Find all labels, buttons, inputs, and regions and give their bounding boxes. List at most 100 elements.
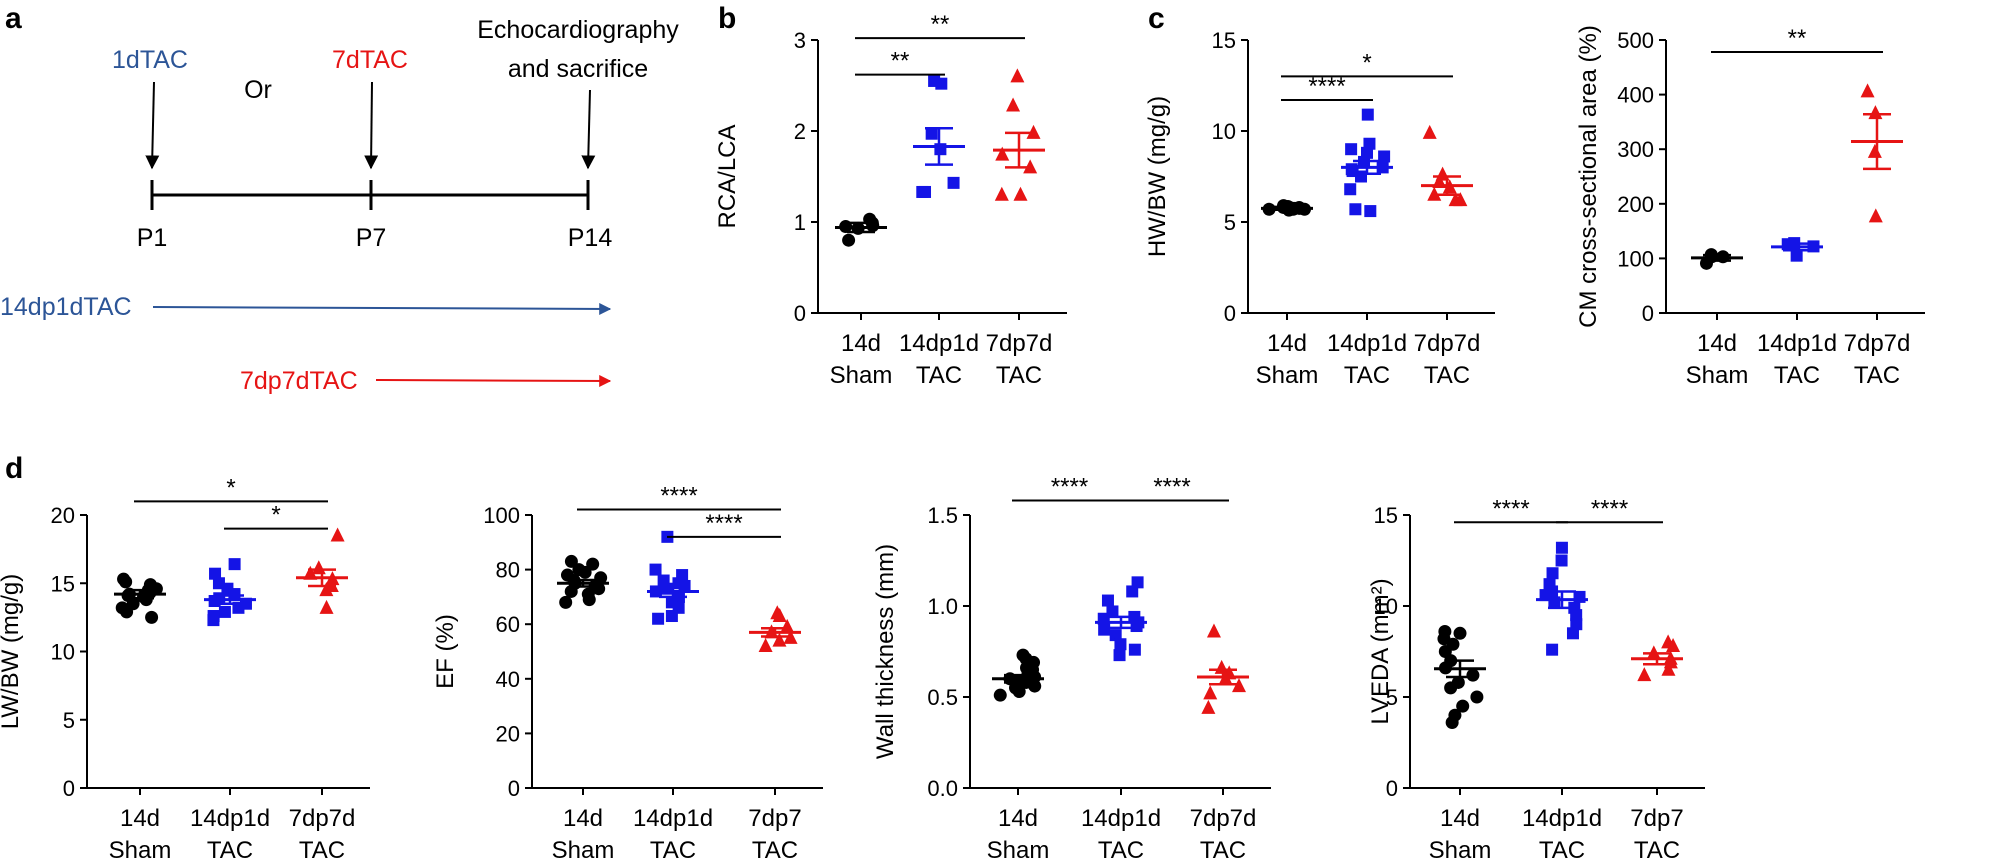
chart-lwbw: 0 5 10 15 20 14d Sham 14dp1d TAC 7dp7d TAC LW/BW (m…	[0, 474, 370, 862]
data-point	[586, 557, 600, 571]
y-tick-label: 15	[1374, 503, 1398, 528]
significance-label: ****	[660, 483, 697, 510]
data-point	[1444, 681, 1458, 695]
data-point	[1445, 715, 1459, 729]
x-category-label: Sham	[1429, 837, 1492, 862]
data-point	[1363, 137, 1376, 150]
data-point	[1661, 661, 1676, 676]
y-tick-label: 10	[1212, 119, 1236, 144]
label-14dp1dtac: 14dp1dTAC	[0, 293, 132, 321]
panel-letter-c: c	[1148, 2, 1165, 35]
x-category-label: 14dp1d	[190, 805, 270, 832]
data-point	[1470, 690, 1484, 704]
x-category-label: 14d	[1267, 330, 1307, 357]
y-axis-title: RCA/LCA	[714, 124, 741, 228]
data-point	[330, 527, 345, 542]
data-point	[1570, 618, 1583, 631]
y-tick-label: 0.0	[927, 776, 958, 801]
data-point	[1113, 649, 1126, 662]
y-tick-label: 300	[1617, 137, 1654, 162]
data-point	[1555, 541, 1568, 554]
y-tick-label: 60	[496, 612, 520, 637]
data-point	[1378, 150, 1391, 163]
data-point	[1006, 97, 1021, 112]
x-category-label: TAC	[1539, 837, 1585, 862]
data-point	[319, 582, 334, 597]
y-tick-label: 40	[496, 667, 520, 692]
y-tick-label: 2	[794, 119, 806, 144]
data-point	[1013, 186, 1028, 201]
data-point	[649, 563, 662, 576]
data-point	[1546, 567, 1559, 580]
arrow-p7	[364, 81, 379, 170]
x-category-label: 7dp7d	[986, 330, 1053, 357]
data-point	[1570, 609, 1583, 622]
data-point	[228, 558, 241, 571]
data-point	[842, 233, 856, 247]
data-point	[1860, 83, 1875, 98]
label-7dtac: 7dTAC	[332, 46, 408, 74]
data-point	[1231, 678, 1246, 693]
y-tick-label: 1	[794, 210, 806, 235]
data-point	[209, 567, 222, 580]
data-point	[758, 638, 773, 653]
arrow-p1	[145, 81, 160, 170]
data-point	[1868, 208, 1883, 223]
data-point	[1128, 643, 1141, 656]
data-point	[995, 146, 1010, 161]
x-category-label: Sham	[1256, 362, 1319, 389]
significance-label: **	[931, 11, 950, 38]
data-point	[1868, 105, 1883, 120]
x-category-label: TAC	[1200, 837, 1246, 862]
data-point	[1126, 585, 1139, 598]
data-point	[578, 565, 592, 579]
y-tick-label: 0	[1224, 301, 1236, 326]
data-point	[559, 595, 573, 609]
x-category-label: Sham	[109, 837, 172, 862]
y-tick-label: 500	[1617, 28, 1654, 53]
panel-letter-a: a	[5, 2, 22, 35]
significance-label: *	[271, 502, 280, 529]
x-category-label: TAC	[1098, 837, 1144, 862]
data-point	[772, 632, 787, 647]
data-point	[1349, 203, 1362, 216]
data-point	[1546, 643, 1559, 656]
chart-lveda: 0 5 10 15 14d Sham 14dp1d TAC 7dp7 TAC LVEDA (mm²)…	[1367, 495, 1705, 862]
y-axis-title: CM cross-sectional area (%)	[1575, 25, 1602, 328]
y-axis-title: HW/BW (mg/g)	[1144, 96, 1171, 257]
schematic: 1dTAC Or 7dTAC Echocardiography and sacr…	[0, 16, 679, 395]
significance-label: ****	[1153, 473, 1190, 500]
significance-label: ****	[1591, 495, 1628, 522]
data-point	[1010, 68, 1025, 83]
data-point	[218, 605, 231, 618]
data-point	[1637, 667, 1652, 682]
data-point	[928, 74, 941, 87]
x-category-label: TAC	[916, 362, 962, 389]
data-point	[1422, 124, 1437, 139]
x-category-label: TAC	[207, 837, 253, 862]
x-category-label: TAC	[1634, 837, 1680, 862]
data-point	[1101, 594, 1114, 607]
data-point	[1466, 668, 1480, 682]
y-tick-label: 0.5	[927, 685, 958, 710]
data-point	[1345, 143, 1358, 156]
data-point	[916, 185, 929, 198]
y-tick-label: 0	[508, 776, 520, 801]
label-echo-2: and sacrifice	[508, 55, 648, 83]
chart-ef: 0 20 40 60 80 100 14d Sham 14dp1d TAC 7dp7 TAC EF (%…	[432, 483, 823, 862]
y-axis-title: Wall thickness (mm)	[872, 544, 899, 759]
significance-label: ****	[1051, 473, 1088, 500]
data-point	[1026, 124, 1041, 139]
data-point	[1201, 699, 1216, 714]
significance-label: *	[1362, 49, 1371, 76]
y-axis-title: LW/BW (mg/g)	[0, 574, 24, 730]
y-tick-label: 5	[63, 708, 75, 733]
y-tick-label: 20	[51, 503, 75, 528]
data-point	[1456, 699, 1470, 713]
y-axis-title: LVEDA (mm²)	[1367, 578, 1394, 724]
y-tick-label: 10	[1374, 594, 1398, 619]
significance-label: **	[1788, 25, 1807, 52]
x-category-label: 14d	[120, 805, 160, 832]
significance-label: ****	[1492, 495, 1529, 522]
data-point	[1098, 623, 1111, 636]
